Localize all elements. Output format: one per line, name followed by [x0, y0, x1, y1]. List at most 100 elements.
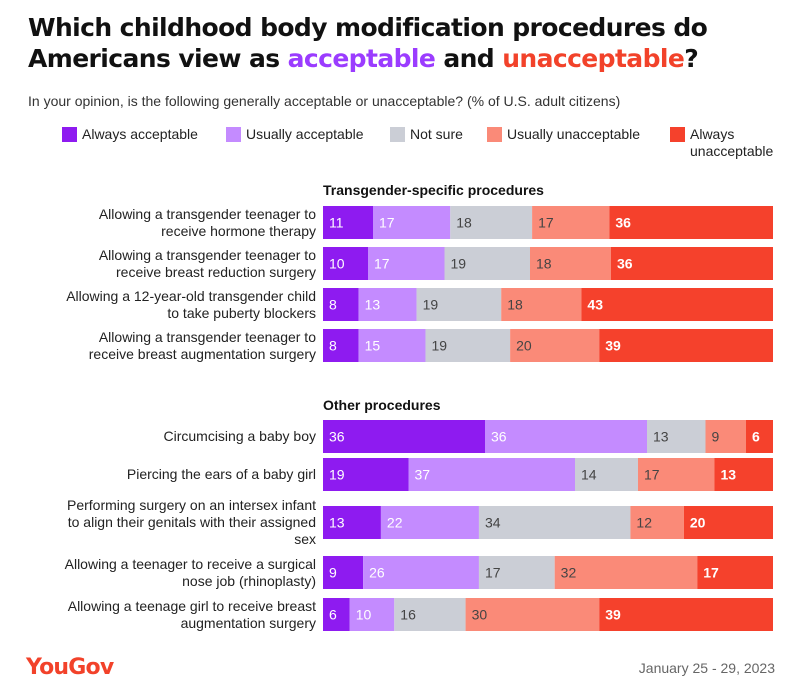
bar-value-label: 34	[485, 515, 501, 531]
bar-value-label: 10	[356, 607, 372, 623]
bar-segment	[358, 329, 426, 362]
bar-value-label: 18	[456, 215, 472, 231]
bar-value-label: 17	[703, 565, 719, 581]
bar-segment	[416, 288, 502, 321]
bar-value-label: 32	[561, 565, 577, 581]
bar-segment	[630, 506, 684, 539]
bar-value-label: 36	[615, 215, 631, 231]
row-label: Performing surgery on an intersex infant…	[10, 497, 316, 548]
row-label-line: Allowing a teenager to receive a surgica…	[64, 555, 316, 572]
bar-value-label: 17	[538, 215, 554, 231]
bar-value-label: 30	[472, 607, 488, 623]
row-label: Allowing a 12-year-old transgender child…	[10, 288, 316, 322]
bar-segment	[501, 288, 582, 321]
bar-segment	[530, 247, 611, 280]
section-title: Transgender-specific procedures	[323, 182, 544, 198]
legend-swatch	[226, 127, 241, 142]
chart-title: Which childhood body modification proced…	[28, 12, 788, 74]
bar-segment	[581, 288, 773, 321]
yougov-logo: YouGov	[26, 655, 114, 680]
bar-value-label: 26	[369, 565, 385, 581]
bar-segment	[575, 458, 638, 491]
bar-segment	[323, 329, 359, 362]
row-label-line: to align their genitals with their assig…	[67, 514, 316, 530]
bar-value-label: 39	[605, 338, 621, 354]
bar-value-label: 18	[536, 256, 552, 272]
bar-segment	[746, 420, 773, 453]
bar-segment	[408, 458, 575, 491]
bar-value-label: 13	[365, 297, 381, 313]
bar-value-label: 6	[329, 607, 337, 623]
bar-segment	[323, 506, 381, 539]
bar-value-label: 36	[617, 256, 633, 272]
row-label: Piercing the ears of a baby girl	[10, 466, 316, 483]
bar-segment	[444, 247, 530, 280]
bar-segment	[611, 247, 773, 280]
bar-value-label: 13	[653, 429, 669, 445]
bar-value-label: 13	[329, 515, 345, 531]
row-label-line: receive hormone therapy	[161, 222, 316, 239]
row-label-line: Allowing a 12-year-old transgender child	[66, 287, 316, 304]
section-title: Other procedures	[323, 397, 441, 413]
row-label: Allowing a transgender teenager to receiv…	[10, 329, 316, 363]
bar-segment	[697, 556, 773, 589]
title-text-and: and	[435, 44, 503, 73]
bar-segment	[363, 556, 479, 589]
bar-value-label: 8	[329, 338, 337, 354]
legend-label: Always acceptable	[82, 126, 198, 142]
bar-segment	[554, 556, 698, 589]
bar-value-label: 8	[329, 297, 337, 313]
legend-item: Usually acceptable	[226, 126, 364, 143]
bar-value-label: 22	[387, 515, 403, 531]
bar-segment	[323, 458, 409, 491]
row-label: Allowing a teenager to receive a surgica…	[10, 556, 316, 590]
bar-value-label: 17	[379, 215, 395, 231]
legend-label: Usually unacceptable	[507, 126, 641, 142]
bar-segment	[647, 420, 706, 453]
bar-value-label: 10	[329, 256, 345, 272]
bar-segment	[478, 556, 555, 589]
legend-label: Always unacceptable	[690, 126, 774, 159]
bar-value-label: 19	[329, 467, 345, 483]
row-label: Allowing a teenage girl to receive breas…	[10, 598, 316, 632]
bar-segment	[323, 420, 485, 453]
bar-value-label: 13	[721, 467, 737, 483]
title-question-mark: ?	[684, 44, 699, 73]
legend-swatch	[390, 127, 405, 142]
legend-label: Usually acceptable	[246, 126, 364, 142]
bar-value-label: 17	[374, 256, 390, 272]
bar-segment	[485, 420, 647, 453]
bar-value-label: 36	[329, 429, 345, 445]
bar-value-label: 19	[423, 297, 439, 313]
bar-segment	[450, 206, 533, 239]
bar-segment	[323, 206, 373, 239]
legend-item: Not sure	[390, 126, 463, 143]
title-acceptable-word: acceptable	[287, 44, 436, 73]
row-label-line: Allowing a transgender teenager to	[98, 328, 316, 345]
bar-value-label: 43	[587, 297, 603, 313]
bar-segment	[599, 329, 773, 362]
legend-label: Not sure	[410, 126, 463, 142]
bar-value-label: 36	[491, 429, 507, 445]
bar-segment	[358, 288, 417, 321]
bar-value-label: 39	[605, 607, 621, 623]
bar-value-label: 16	[400, 607, 416, 623]
legend-item: Always unacceptable	[670, 126, 810, 160]
bar-value-label: 11	[329, 215, 344, 231]
bar-segment	[349, 598, 395, 631]
row-label: Circumcising a baby boy	[10, 428, 316, 445]
legend-swatch	[62, 127, 77, 142]
bar-segment	[599, 598, 773, 631]
row-label-line: Circumcising a baby boy	[163, 428, 316, 444]
bar-value-label: 20	[690, 515, 706, 531]
bar-segment	[368, 247, 445, 280]
bar-segment	[705, 420, 746, 453]
row-label-line: Piercing the ears of a baby girl	[126, 466, 316, 482]
bar-segment	[323, 556, 364, 589]
survey-date: January 25 - 29, 2023	[638, 660, 775, 676]
bar-value-label: 15	[365, 338, 381, 354]
bar-value-label: 37	[415, 467, 431, 483]
row-label-line: Allowing a teenage girl to receive breas…	[67, 597, 316, 614]
